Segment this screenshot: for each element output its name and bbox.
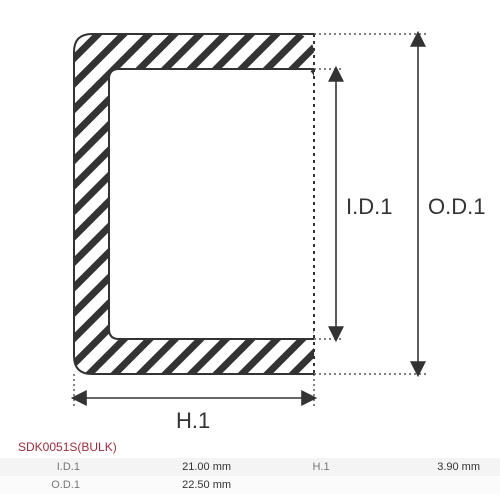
table-label: I.D.1 (0, 458, 94, 476)
dimensions-table: I.D.1 21.00 mm H.1 3.90 mm O.D.1 22.50 m… (0, 458, 500, 494)
table-value: 22.50 mm (94, 476, 251, 494)
id1-label: I.D.1 (346, 194, 392, 219)
table-value: 3.90 mm (344, 458, 500, 476)
h1-label: H.1 (176, 408, 210, 433)
table-label: O.D.1 (0, 476, 94, 494)
od1-label: O.D.1 (428, 194, 485, 219)
table-label: H.1 (251, 458, 344, 476)
part-number: SDK0051S(BULK) (18, 440, 117, 454)
table-value: 21.00 mm (94, 458, 251, 476)
cross-section-diagram: I.D.1 O.D.1 H.1 (0, 0, 500, 440)
